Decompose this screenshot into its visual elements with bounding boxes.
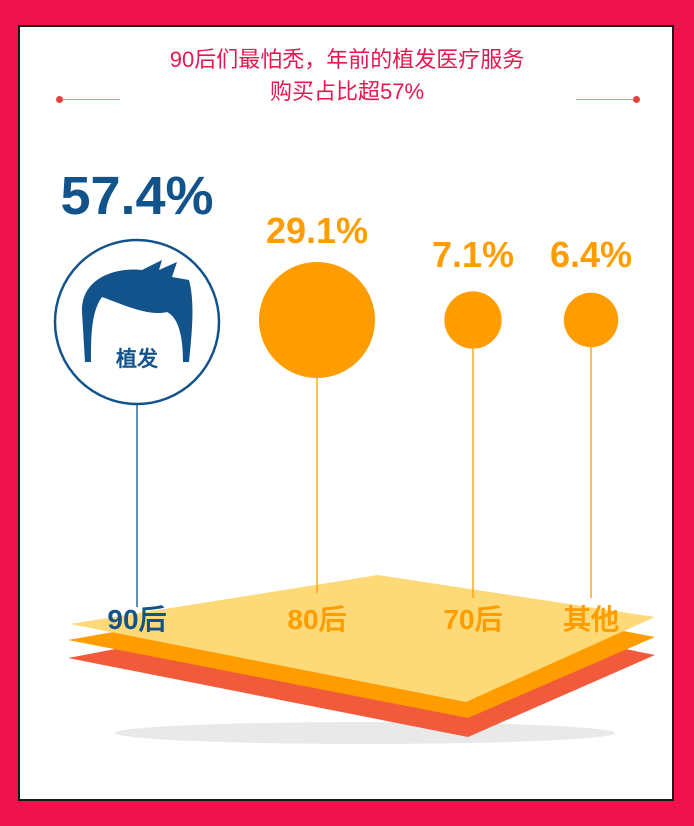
- category-label-2: 70后: [443, 604, 503, 635]
- value-label-0: 57.4%: [60, 166, 214, 226]
- bubble-2: [444, 291, 502, 349]
- title-line-2: 购买占比超57%: [269, 79, 425, 104]
- bubble-1: [259, 262, 375, 378]
- category-label-0: 90后: [107, 604, 167, 635]
- title-left-line: [60, 99, 120, 100]
- icon-label: 植发: [116, 347, 159, 371]
- title-right-line: [576, 99, 636, 100]
- value-label-1: 29.1%: [265, 210, 369, 251]
- title-right-dot: [633, 96, 640, 103]
- bubble-0: [53, 238, 221, 406]
- category-label-1: 80后: [287, 604, 347, 635]
- value-label-2: 7.1%: [431, 234, 515, 275]
- title-line-1: 90后们最怕秃，年前的植发医疗服务: [169, 47, 525, 72]
- value-label-3: 6.4%: [549, 234, 633, 275]
- hair-icon: [81, 260, 193, 362]
- category-label-3: 其他: [562, 604, 619, 635]
- chart-title: 90后们最怕秃，年前的植发医疗服务 购买占比超57%: [0, 44, 694, 108]
- layers-shadow: [115, 722, 615, 744]
- title-left-dot: [56, 96, 63, 103]
- layer-top: [70, 575, 655, 702]
- bubble-3: [563, 292, 619, 348]
